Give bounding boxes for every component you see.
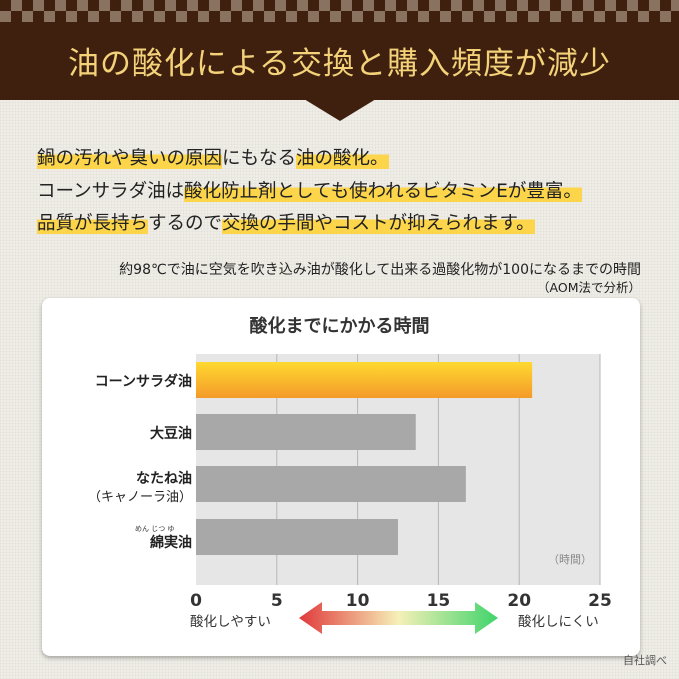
test-method: （AOM法で分析）: [537, 280, 641, 295]
intro-line-2: コーンサラダ油は酸化防止剤としても使われるビタミンEが豊富。: [37, 177, 582, 203]
bar: [196, 414, 416, 450]
down-arrow-pointer: [304, 99, 376, 121]
highlighted-text: 品質が長持ち: [37, 213, 149, 234]
bar: [196, 362, 533, 398]
x-tick-label: 20: [507, 591, 531, 611]
x-tick-label: 10: [346, 591, 370, 611]
x-tick-label: 0: [190, 591, 202, 611]
page-title: 油の酸化による交換と購入頻度が減少: [67, 46, 612, 82]
category-label: なたね油: [136, 471, 192, 487]
x-tick-label: 15: [427, 591, 451, 611]
scale-right-label: 酸化しにくい: [518, 614, 599, 630]
text-segment: にもなる: [222, 148, 297, 169]
ruby-reading: めん じつ ゆ: [135, 525, 175, 533]
text-segment: コーンサラダ油は: [37, 181, 185, 202]
intro-line-1: 鍋の汚れや臭いの原因にもなる油の酸化。: [37, 144, 389, 170]
bar: [196, 466, 466, 502]
x-tick-label: 5: [271, 591, 283, 611]
x-tick-label: 25: [588, 591, 612, 611]
unit-label: （時間）: [548, 553, 592, 566]
text-segment: するので: [148, 213, 223, 234]
test-note: 約98℃で油に空気を吹き込み油が酸化して出来る過酸化物が100になるまでの時間: [119, 262, 641, 278]
scale-left-label: 酸化しやすい: [190, 614, 271, 630]
bar: [196, 519, 398, 555]
category-sublabel: （キャノーラ油）: [87, 490, 192, 505]
category-label: 大豆油: [150, 426, 192, 442]
category-label: 綿実油: [150, 535, 192, 551]
checker-pattern: [0, 0, 679, 22]
highlighted-text: 鍋の汚れや臭いの原因: [37, 148, 223, 169]
highlighted-text: 酸化防止剤としても使われるビタミンEが豊富。: [184, 181, 582, 202]
chart-title: 酸化までにかかる時間: [249, 316, 430, 337]
highlighted-text: 交換の手間やコストが抑えられます。: [222, 213, 535, 234]
intro-line-3: 品質が長持ちするので交換の手間やコストが抑えられます。: [37, 209, 535, 235]
source-note: 自社調べ: [623, 654, 667, 667]
double-arrow-icon: [299, 602, 498, 634]
highlighted-text: 油の酸化。: [296, 148, 389, 169]
category-label: コーンサラダ油: [94, 374, 192, 390]
